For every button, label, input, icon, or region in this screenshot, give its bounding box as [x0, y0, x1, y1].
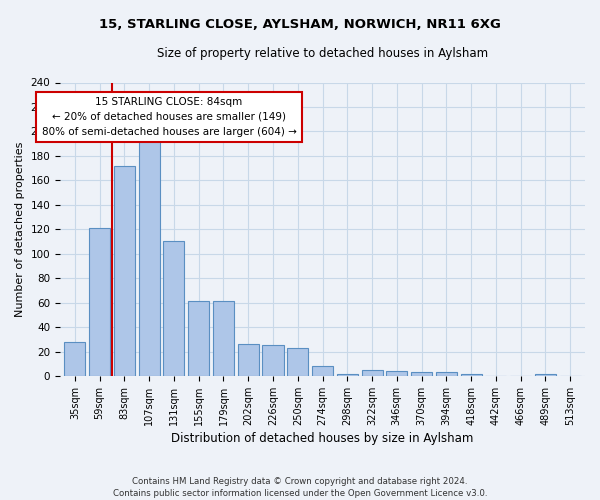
Bar	[238, 344, 259, 376]
Bar	[535, 374, 556, 376]
Bar	[411, 372, 432, 376]
Text: 15, STARLING CLOSE, AYLSHAM, NORWICH, NR11 6XG: 15, STARLING CLOSE, AYLSHAM, NORWICH, NR…	[99, 18, 501, 30]
Bar	[262, 346, 284, 376]
Bar	[139, 136, 160, 376]
Bar	[213, 302, 234, 376]
Bar	[114, 166, 135, 376]
Y-axis label: Number of detached properties: Number of detached properties	[15, 142, 25, 317]
Bar	[64, 342, 85, 376]
Bar	[188, 302, 209, 376]
Text: Contains HM Land Registry data © Crown copyright and database right 2024.
Contai: Contains HM Land Registry data © Crown c…	[113, 476, 487, 498]
Text: 15 STARLING CLOSE: 84sqm
← 20% of detached houses are smaller (149)
80% of semi-: 15 STARLING CLOSE: 84sqm ← 20% of detach…	[41, 97, 296, 137]
Bar	[312, 366, 333, 376]
Bar	[386, 371, 407, 376]
Bar	[89, 228, 110, 376]
Bar	[337, 374, 358, 376]
X-axis label: Distribution of detached houses by size in Aylsham: Distribution of detached houses by size …	[172, 432, 474, 445]
Bar	[163, 242, 184, 376]
Bar	[436, 372, 457, 376]
Bar	[362, 370, 383, 376]
Bar	[287, 348, 308, 376]
Bar	[461, 374, 482, 376]
Title: Size of property relative to detached houses in Aylsham: Size of property relative to detached ho…	[157, 48, 488, 60]
